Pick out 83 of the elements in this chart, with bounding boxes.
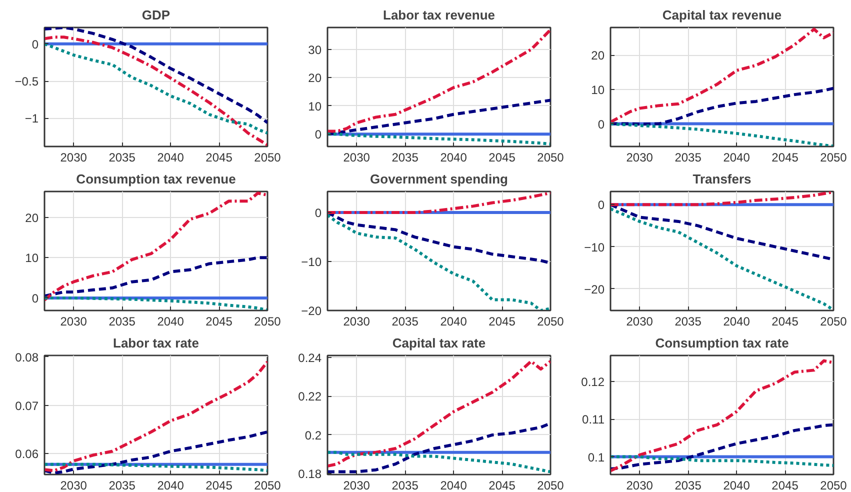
y-tick-label: 0.1 [588,450,605,464]
x-tick-label: 2045 [206,150,233,164]
x-tick-label: 2045 [772,314,799,328]
y-tick-label: 0 [314,128,322,142]
x-tick-label: 2050 [254,478,282,492]
y-tick-label: −10 [301,255,322,270]
chart-title: Labor tax rate [113,336,199,350]
x-tick-label: 2040 [440,478,468,492]
x-tick-label: 2050 [820,478,848,492]
x-tick-label: 2030 [60,150,88,164]
x-tick-label: 2040 [440,314,468,328]
y-tick-label: 0.18 [298,467,322,482]
x-tick-label: 2030 [343,314,370,328]
y-tick-label: 10 [591,82,605,97]
x-tick-label: 2030 [60,478,88,492]
x-tick-label: 2035 [392,478,419,492]
chart-title: Consumption tax revenue [76,172,236,186]
chart-title: GDP [142,8,170,22]
y-tick-label: 0 [314,206,322,220]
x-tick-label: 2035 [108,314,136,328]
x-tick-label: 2045 [488,150,516,164]
chart-title: Capital tax revenue [662,8,782,22]
y-tick-label: 30 [308,42,322,57]
y-tick-label: 0.06 [15,447,39,462]
x-tick-label: 2030 [626,150,654,164]
y-tick-label: 0.11 [582,412,605,427]
x-tick-label: 2045 [772,478,799,492]
y-tick-label: 20 [25,210,39,225]
x-tick-label: 2050 [537,314,564,328]
y-tick-label: 0.12 [581,374,605,389]
x-tick-label: 2035 [392,314,419,328]
x-tick-label: 2040 [723,150,750,164]
x-tick-label: 2030 [626,314,654,328]
x-tick-label: 2045 [206,478,233,492]
chart-title: Government spending [370,172,508,186]
x-tick-label: 2035 [674,150,702,164]
y-tick-label: 0 [598,117,605,132]
x-tick-label: 2050 [254,150,282,164]
chart-title: Labor tax revenue [383,8,496,22]
x-tick-label: 2050 [820,150,848,164]
y-tick-label: 0.24 [298,350,322,365]
y-tick-label: 20 [591,48,605,63]
y-tick-label: 10 [25,251,39,266]
x-tick-label: 2045 [206,314,233,328]
x-tick-label: 2040 [157,478,184,492]
x-tick-label: 2035 [674,478,702,492]
y-tick-label: 0 [32,291,39,306]
x-tick-label: 2035 [674,314,702,328]
x-tick-label: 2035 [108,478,136,492]
chart-title: Capital tax rate [392,336,486,350]
x-tick-label: 2045 [488,478,516,492]
chart-title: Transfers [692,172,752,186]
x-tick-label: 2030 [343,478,370,492]
x-tick-label: 2040 [723,478,750,492]
x-tick-label: 2040 [440,150,468,164]
x-tick-label: 2040 [723,314,750,328]
x-tick-label: 2040 [157,150,184,164]
x-tick-label: 2030 [60,314,88,328]
x-tick-label: 2050 [254,314,282,328]
y-tick-label: 0 [32,37,39,52]
y-tick-label: 0.08 [15,350,39,364]
x-tick-label: 2035 [392,150,419,164]
y-tick-label: 0.22 [298,390,322,404]
x-tick-label: 2035 [108,150,136,164]
y-tick-label: −20 [301,304,322,318]
y-tick-label: 0.2 [304,428,322,442]
y-tick-label: −20 [584,282,605,296]
y-tick-label: 10 [308,99,322,114]
x-tick-label: 2050 [537,150,564,164]
y-tick-label: 0 [598,198,605,212]
y-tick-label: −1 [24,112,39,126]
chart-title: Consumption tax rate [655,336,789,350]
x-tick-label: 2050 [537,478,564,492]
x-tick-label: 2045 [772,150,799,164]
x-tick-label: 2040 [157,314,184,328]
y-tick-label: 20 [308,71,322,86]
x-tick-label: 2050 [820,314,848,328]
y-tick-label: −10 [584,240,605,254]
x-tick-label: 2030 [343,150,370,164]
y-tick-label: 0.07 [15,398,39,413]
x-tick-label: 2045 [488,314,516,328]
y-tick-label: −0.5 [14,74,39,89]
x-tick-label: 2030 [626,478,654,492]
